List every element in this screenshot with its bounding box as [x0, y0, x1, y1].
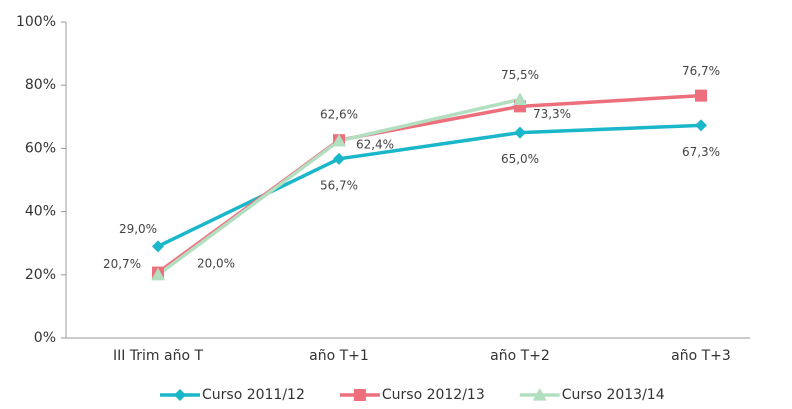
marker	[695, 89, 707, 102]
y-tick-label: 60%	[25, 140, 56, 156]
marker	[532, 388, 547, 401]
y-tick-label: 20%	[25, 267, 56, 283]
marker	[333, 152, 345, 165]
series-line	[156, 93, 702, 275]
marker	[332, 133, 346, 147]
data-label: 20,7%	[103, 257, 141, 271]
data-label: 75,5%	[501, 68, 539, 82]
marker	[174, 389, 186, 401]
marker	[353, 389, 366, 401]
x-tick-label: III Trim año T	[113, 348, 204, 364]
data-label: 56,7%	[320, 178, 358, 192]
legend-label: Curso 2013/14	[562, 387, 665, 403]
y-tick-label: 0%	[34, 330, 56, 346]
y-tick-label: 40%	[25, 204, 56, 220]
data-label: 62,6%	[320, 108, 358, 122]
y-tick-label: 100%	[16, 14, 56, 30]
data-label: 20,0%	[197, 256, 235, 270]
data-label: 62,4%	[356, 137, 394, 151]
x-tick-label: año T+2	[490, 348, 550, 364]
marker	[151, 267, 165, 281]
legend-label: Curso 2011/12	[202, 387, 305, 403]
data-label: 29,0%	[119, 222, 157, 236]
legend-label: Curso 2012/13	[382, 387, 485, 403]
marker	[695, 119, 707, 132]
marker	[152, 240, 164, 253]
series-line	[157, 123, 702, 248]
data-label: 67,3%	[682, 145, 720, 159]
data-label: 73,3%	[533, 107, 571, 121]
y-tick-label: 80%	[25, 77, 56, 93]
marker	[514, 126, 526, 139]
data-label: 65,0%	[501, 152, 539, 166]
x-tick-label: año T+1	[309, 348, 369, 364]
x-tick-label: año T+3	[671, 348, 731, 364]
data-label: 76,7%	[682, 64, 720, 78]
marker	[513, 92, 527, 106]
